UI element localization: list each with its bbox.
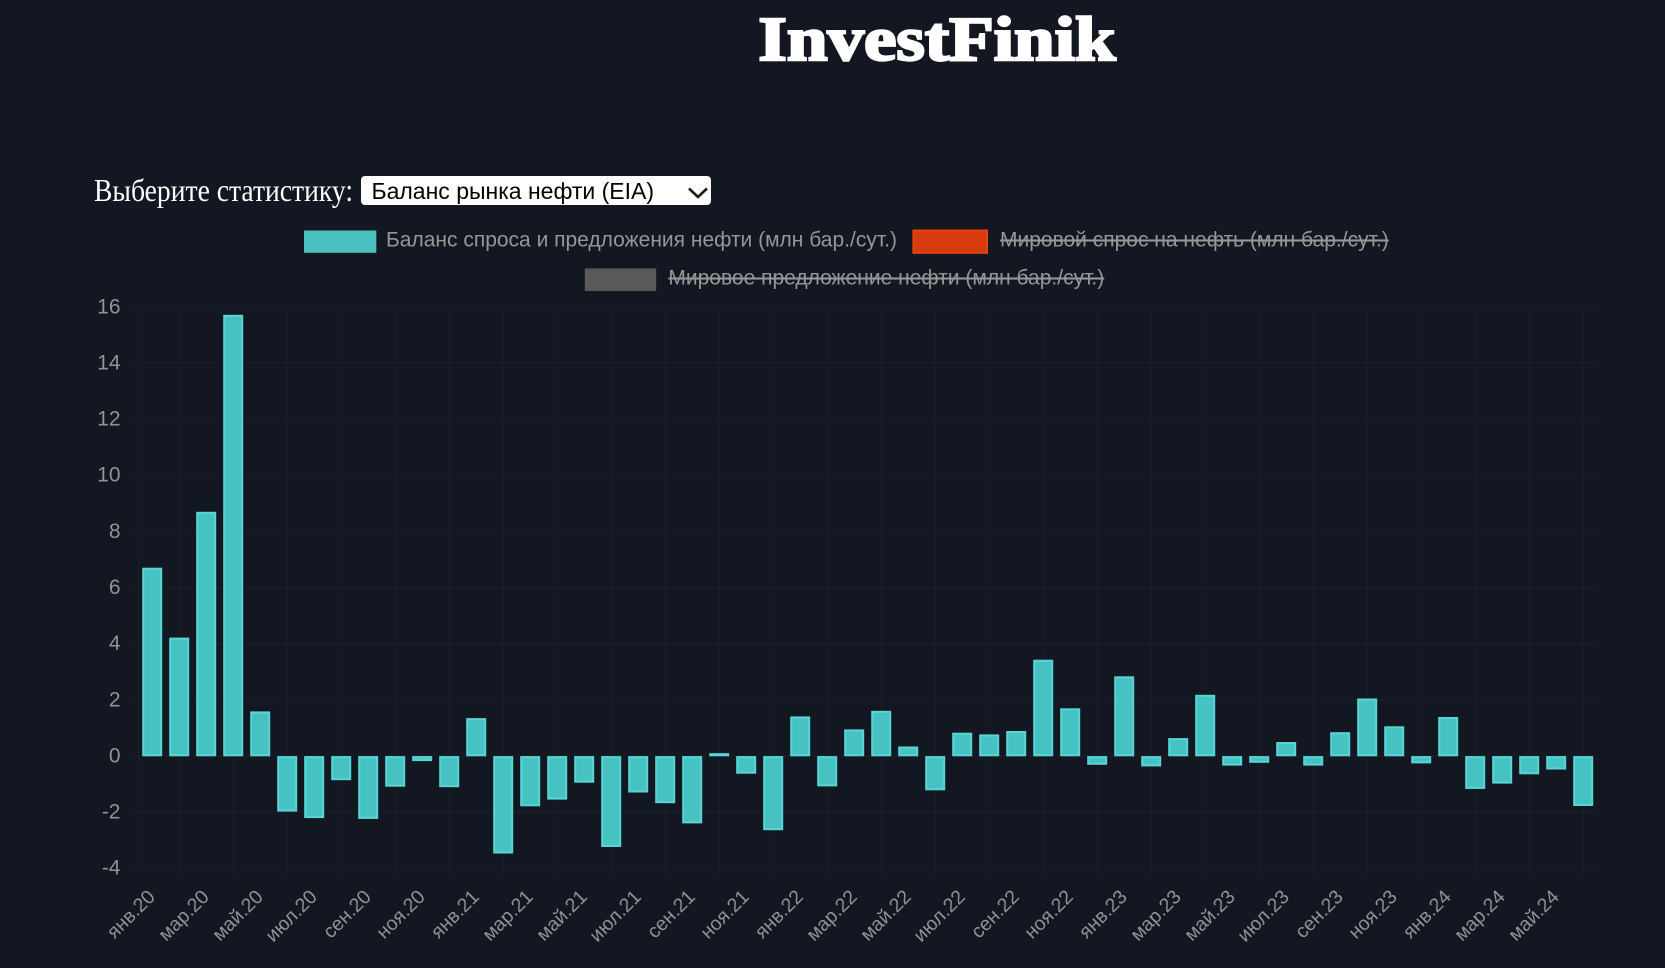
svg-text:16: 16 [97,295,120,318]
svg-text:июл.23: июл.23 [1233,886,1294,947]
svg-text:янв.24: янв.24 [1399,886,1456,943]
svg-text:янв.20: янв.20 [103,886,160,943]
svg-text:июл.21: июл.21 [585,886,646,947]
svg-text:ноя.23: ноя.23 [1344,886,1401,943]
svg-text:ноя.21: ноя.21 [696,886,753,943]
svg-text:июл.20: июл.20 [261,886,322,947]
svg-text:мар.21: мар.21 [478,886,538,946]
svg-text:сен.20: сен.20 [319,886,376,943]
svg-text:май.20: май.20 [208,886,268,946]
svg-text:8: 8 [109,520,121,543]
svg-text:Мировой спрос на нефть (млн ба: Мировой спрос на нефть (млн бар./сут.) [1000,229,1389,252]
svg-text:мар.24: мар.24 [1450,886,1510,946]
svg-text:май.22: май.22 [856,886,916,946]
svg-text:6: 6 [109,576,121,599]
svg-text:май.21: май.21 [532,886,592,946]
svg-text:мар.22: мар.22 [802,886,862,946]
svg-text:янв.21: янв.21 [427,886,484,943]
svg-text:-4: -4 [102,857,121,880]
svg-text:ноя.22: ноя.22 [1020,886,1077,943]
svg-text:мар.20: мар.20 [154,886,214,946]
svg-text:янв.22: янв.22 [751,886,808,943]
svg-text:-2: -2 [102,801,121,824]
svg-text:0: 0 [109,744,121,767]
svg-text:сен.21: сен.21 [643,886,700,943]
svg-text:янв.23: янв.23 [1075,886,1132,943]
svg-text:2: 2 [109,688,121,711]
svg-text:4: 4 [109,632,121,655]
svg-text:май.24: май.24 [1504,886,1564,946]
svg-text:сен.22: сен.22 [967,886,1024,943]
svg-text:ноя.20: ноя.20 [372,886,430,944]
svg-text:сен.23: сен.23 [1291,886,1348,943]
svg-text:июл.22: июл.22 [909,886,970,947]
svg-text:12: 12 [97,408,120,431]
svg-text:14: 14 [97,351,121,374]
svg-text:10: 10 [97,464,120,487]
svg-text:мар.23: мар.23 [1126,886,1186,946]
svg-text:Мировое предложение нефти (млн: Мировое предложение нефти (млн бар./сут.… [668,267,1104,290]
svg-text:май.23: май.23 [1180,886,1240,946]
svg-text:Баланс спроса и предложения не: Баланс спроса и предложения нефти (млн б… [386,229,897,252]
